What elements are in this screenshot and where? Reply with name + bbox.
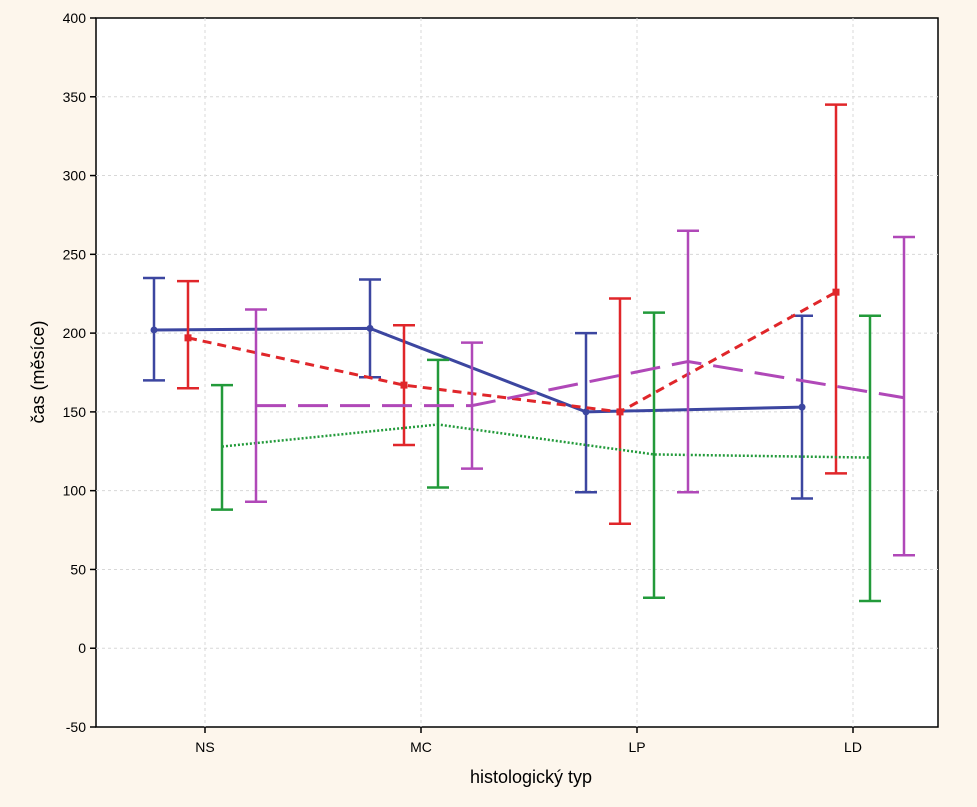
series-2-line	[187, 290, 837, 414]
y-tick-label: 400	[63, 10, 87, 26]
series-3-line	[221, 423, 871, 459]
data-point	[616, 408, 624, 416]
y-tick-label: 200	[63, 325, 87, 341]
plot-area	[95, 17, 939, 728]
y-tick-label: 50	[70, 561, 86, 577]
y-tick-label: 350	[63, 89, 87, 105]
series-4-line	[256, 359, 905, 408]
data-point	[798, 403, 806, 411]
x-axis: NS MC LP LD	[195, 727, 862, 755]
data-point	[366, 324, 374, 332]
x-axis-title: histologický typ	[470, 767, 592, 787]
y-tick-label: 150	[63, 404, 87, 420]
x-tick-label: LD	[844, 739, 862, 755]
data-point	[184, 334, 192, 342]
data-point	[582, 408, 590, 416]
y-tick-label: 300	[63, 168, 87, 184]
series-3	[211, 311, 881, 603]
y-axis-title: čas (měsíce)	[28, 320, 48, 423]
y-axis: -50 0 50 100 150 200 250 300 350 400	[63, 10, 96, 735]
y-tick-label: 250	[63, 246, 87, 262]
data-point	[832, 288, 840, 296]
data-point	[150, 326, 158, 334]
y-tick-label: 0	[78, 640, 86, 656]
series-2	[177, 103, 847, 526]
y-tick-label: 100	[63, 483, 87, 499]
data-point	[400, 381, 408, 389]
y-tick-label: -50	[66, 719, 86, 735]
series-1-line	[153, 326, 803, 414]
series-4	[245, 229, 915, 557]
grid-lines	[96, 18, 938, 727]
x-tick-label: LP	[628, 739, 645, 755]
series-1	[143, 276, 813, 500]
series-layer	[143, 103, 915, 603]
x-tick-label: MC	[410, 739, 432, 755]
x-tick-label: NS	[195, 739, 214, 755]
